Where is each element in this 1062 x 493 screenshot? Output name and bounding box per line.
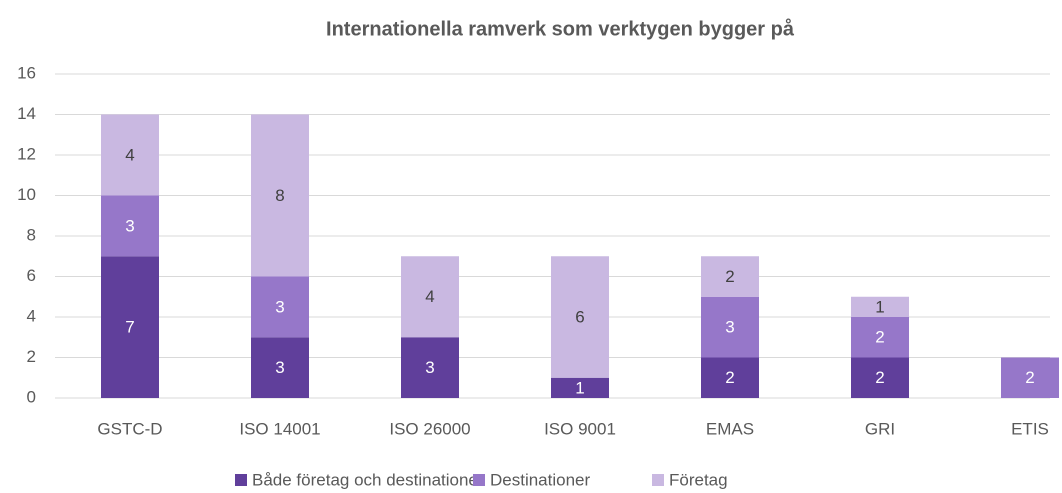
y-tick-label: 16 [17,63,36,82]
chart-title: Internationella ramverk som verktygen by… [326,17,795,40]
bar-segment [1001,357,1059,398]
x-tick-label: EMAS [706,419,754,438]
bar-segment [551,256,609,378]
data-label: 3 [125,216,134,235]
y-tick-label: 8 [27,225,36,244]
y-tick-label: 4 [27,306,36,325]
bar-segment [701,357,759,398]
data-label: 2 [1025,368,1034,387]
bar-segment [401,256,459,338]
data-label: 3 [275,358,284,377]
data-label: 8 [275,186,284,205]
legend-swatch [652,474,664,486]
bar-segment [851,296,909,317]
legend-swatch [473,474,485,486]
data-label: 2 [875,328,884,347]
bar-segment [251,276,309,338]
data-label: 3 [425,358,434,377]
x-tick-label: ISO 14001 [239,419,320,438]
data-label: 3 [725,318,734,337]
data-label: 6 [575,307,584,326]
data-label: 1 [575,378,584,397]
data-label: 3 [275,297,284,316]
legend-label: Destinationer [490,470,591,489]
x-tick-label: ISO 26000 [389,419,470,438]
bar-segment [251,337,309,398]
y-tick-label: 14 [17,104,36,123]
bar-segment [101,256,159,398]
bar-segment [701,256,759,297]
legend-label: Företag [669,470,728,489]
x-tick-label: GSTC-D [97,419,162,438]
x-tick-label: ISO 9001 [544,419,616,438]
data-label: 7 [125,318,134,337]
bar-segment [701,296,759,358]
bar-segment [401,337,459,398]
data-label: 4 [125,145,134,164]
data-label: 2 [725,267,734,286]
data-label: 4 [425,287,434,306]
bar-segment [851,357,909,398]
y-tick-label: 10 [17,185,36,204]
legend-label: Både företag och destinationer [252,470,484,489]
data-label: 1 [875,297,884,316]
data-label: 2 [725,368,734,387]
bar-segment [101,195,159,257]
bar-segment [851,317,909,358]
data-label: 2 [875,368,884,387]
legend-swatch [235,474,247,486]
y-tick-label: 6 [27,266,36,285]
bar-segment [551,377,609,398]
y-tick-label: 12 [17,144,36,163]
bar-segment [101,114,159,196]
y-tick-label: 0 [27,387,36,406]
y-tick-label: 2 [27,347,36,366]
bar-segment [251,114,309,277]
x-tick-label: GRI [865,419,895,438]
x-tick-label: ETIS [1011,419,1049,438]
